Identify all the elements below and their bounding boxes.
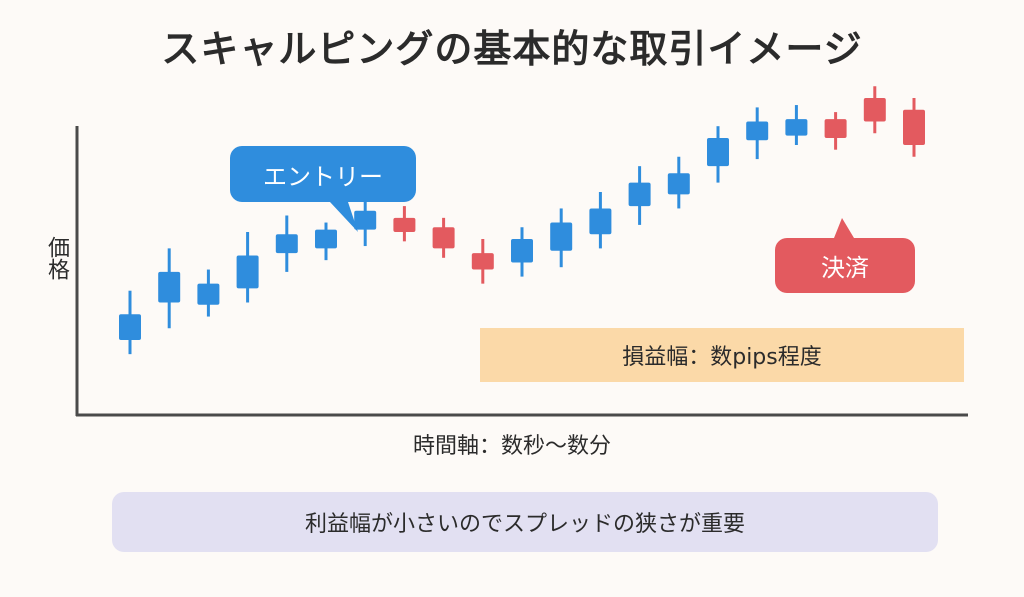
y-axis-label: 価格 bbox=[44, 236, 69, 280]
exit-callout-label: 決済 bbox=[821, 254, 869, 282]
candle-body-15 bbox=[667, 173, 690, 195]
pips-range-band bbox=[480, 328, 964, 382]
candle-body-3 bbox=[197, 283, 220, 305]
candle-body-16 bbox=[707, 137, 729, 167]
entry-callout-bubble bbox=[230, 146, 416, 232]
pips-range-label: 損益幅：数pips程度 bbox=[622, 345, 822, 370]
candle-body-9 bbox=[432, 227, 455, 249]
candle-body-21 bbox=[903, 109, 925, 145]
candle-body-18 bbox=[785, 119, 808, 136]
entry-callout-label: エントリー bbox=[263, 162, 383, 191]
x-axis-label: 時間軸：数秒〜数分 bbox=[412, 434, 611, 459]
candle-body-7 bbox=[354, 210, 377, 230]
spread-note-text: 利益幅が小さいのでスプレッドの狭さが重要 bbox=[304, 512, 745, 537]
candle-body-19 bbox=[824, 119, 847, 138]
candle-body-4 bbox=[236, 255, 259, 289]
candle-body-12 bbox=[550, 222, 573, 251]
candle-body-17 bbox=[746, 121, 769, 141]
candle-body-14 bbox=[628, 182, 651, 207]
page-title: スキャルピングの基本的な取引イメージ bbox=[161, 27, 863, 71]
exit-callout-bubble bbox=[775, 218, 915, 293]
spread-note: 利益幅が小さいのでスプレッドの狭さが重要 bbox=[112, 492, 938, 552]
candle-body-2 bbox=[158, 271, 181, 303]
candle-body-8 bbox=[393, 217, 416, 232]
candle-body-5 bbox=[275, 234, 298, 254]
candle-body-20 bbox=[863, 98, 886, 122]
candle-body-13 bbox=[589, 208, 612, 235]
candle-body-10 bbox=[471, 253, 494, 270]
candle-body-11 bbox=[511, 239, 533, 263]
candles-group bbox=[119, 86, 925, 355]
candle-body-1 bbox=[119, 314, 141, 341]
candle-body-6 bbox=[315, 229, 337, 249]
